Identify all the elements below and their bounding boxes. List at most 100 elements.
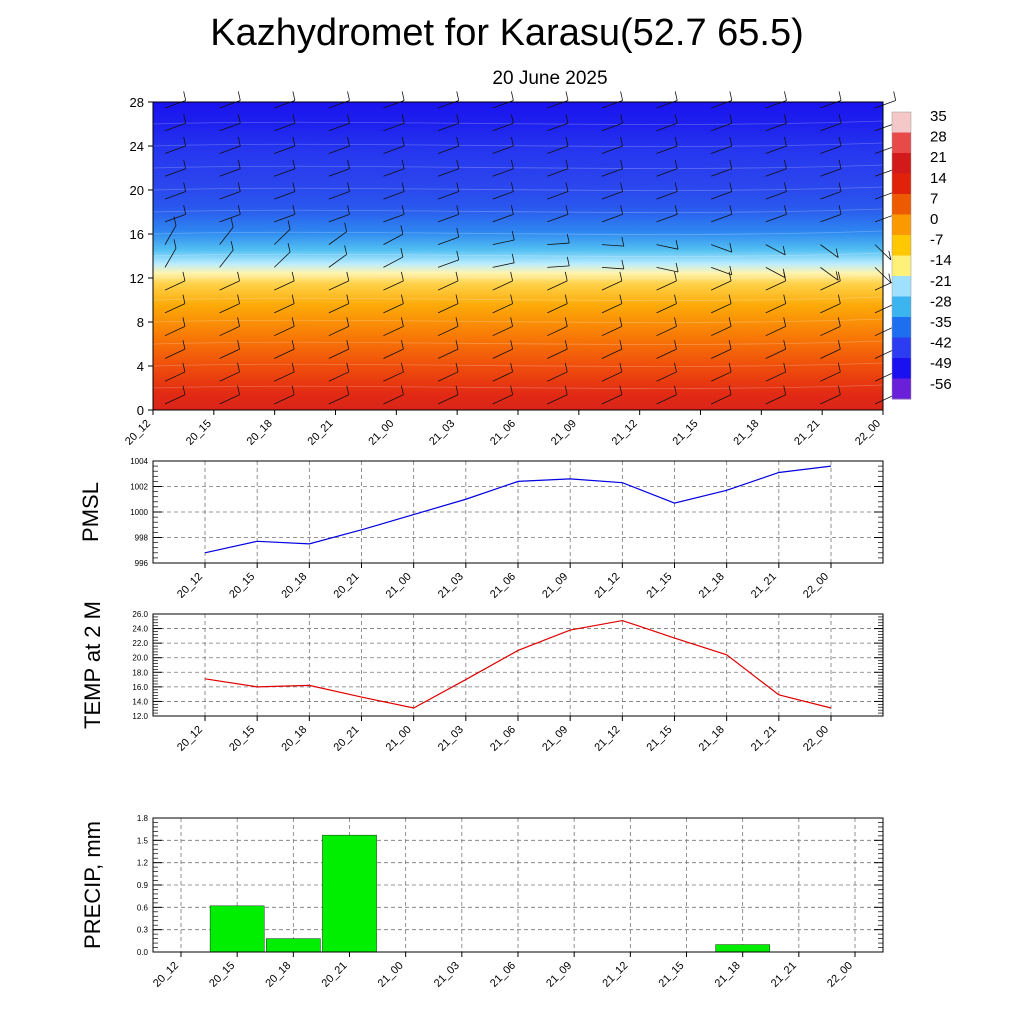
- wind-barb: [274, 394, 295, 405]
- wind-barb-flag: [401, 294, 404, 304]
- precip-bar: [715, 944, 770, 953]
- wind-barb-flag: [347, 91, 350, 101]
- x-tick-label: 21_03: [427, 418, 457, 448]
- wind-barb-flag: [675, 262, 679, 273]
- wind-barb-flag: [564, 362, 568, 373]
- wind-barb-flag: [565, 182, 569, 192]
- wind-barb: [437, 280, 459, 291]
- wind-barb-flag: [784, 91, 787, 101]
- wind-barb-flag: [182, 362, 186, 373]
- x-tick-label: 20_15: [227, 724, 257, 754]
- x-tick-label: 21_09: [549, 418, 579, 448]
- wind-barb: [656, 326, 677, 337]
- x-tick-label: 21_15: [671, 418, 701, 448]
- wind-barb-flag: [783, 385, 787, 395]
- y-tick-label: 1004: [130, 457, 148, 466]
- wind-barb-flag: [182, 294, 186, 304]
- wind-barb: [492, 326, 513, 337]
- wind-barb-flag: [183, 159, 187, 169]
- x-tick-label: 21_06: [488, 724, 518, 754]
- wind-barb: [219, 394, 240, 405]
- wind-barb-flag: [237, 385, 240, 395]
- contour-line: [152, 252, 884, 257]
- wind-barb-flag: [728, 317, 732, 327]
- wind-barb-flag: [510, 114, 514, 124]
- wind-barb: [383, 394, 404, 405]
- wind-barb-flag: [838, 91, 842, 101]
- contour-line: [152, 208, 884, 213]
- wind-barb-flag: [291, 362, 295, 373]
- x-tick-label: 21_12: [592, 724, 622, 754]
- wind-barb: [710, 326, 732, 337]
- wind-barb-flag: [456, 228, 460, 238]
- wind-barb-flag: [510, 205, 514, 215]
- x-tick-label: 21_00: [376, 960, 406, 990]
- wind-barb: [328, 191, 350, 200]
- wind-barb: [710, 348, 732, 359]
- wind-barb: [328, 254, 347, 268]
- wind-barb-flag: [784, 114, 787, 124]
- x-tick-label: 20_21: [332, 571, 362, 601]
- wind-barb-flag: [456, 114, 460, 124]
- wind-barb: [711, 145, 732, 154]
- wind-barb: [383, 256, 404, 268]
- wind-barb: [547, 303, 568, 314]
- wind-barb: [437, 213, 459, 223]
- contour-line: [152, 274, 884, 279]
- wind-barb: [820, 168, 842, 177]
- wind-barb-flag: [619, 340, 623, 350]
- wind-barb-flag: [346, 294, 350, 304]
- wind-barb-flag: [183, 182, 187, 192]
- x-tick-label: 21_09: [540, 724, 570, 754]
- wind-barb: [820, 326, 841, 337]
- wind-barb-flag: [237, 182, 241, 192]
- wind-barb-flag: [893, 91, 897, 101]
- y-tick-label: 1000: [130, 508, 148, 517]
- wind-barb: [656, 191, 678, 200]
- wind-barb-flag: [620, 182, 623, 192]
- x-tick-label: 22_00: [853, 418, 883, 448]
- colorbar-label: -35: [930, 314, 952, 331]
- wind-barb-flag: [564, 317, 568, 327]
- wind-barb-flag: [566, 256, 570, 266]
- wind-barb: [601, 122, 623, 132]
- wind-barb-flag: [401, 205, 405, 215]
- x-tick-label: 20_15: [207, 960, 237, 990]
- wind-barb-flag: [621, 237, 625, 247]
- x-tick-label: 20_21: [320, 960, 350, 990]
- wind-barb: [492, 280, 513, 291]
- wind-barb-flag: [620, 136, 623, 147]
- wind-barb: [820, 145, 842, 154]
- wind-barb: [601, 303, 623, 314]
- wind-barb: [383, 168, 405, 177]
- wind-barb-flag: [400, 247, 404, 258]
- wind-barb-flag: [838, 205, 842, 215]
- wind-barb: [274, 303, 295, 314]
- wind-barb-flag: [347, 159, 350, 169]
- x-tick-label: 21_00: [384, 724, 414, 754]
- x-tick-label: 21_06: [488, 571, 518, 601]
- wind-barb-flag: [620, 205, 623, 215]
- wind-barb-flag: [173, 239, 177, 249]
- contour-line: [152, 142, 884, 147]
- wind-barb-flag: [455, 271, 459, 281]
- wind-barb-flag: [729, 205, 733, 215]
- wind-barb: [874, 394, 896, 405]
- x-tick-label: 21_18: [697, 724, 727, 754]
- y-tick-label: 28: [130, 95, 144, 110]
- wind-barb-flag: [837, 317, 841, 327]
- x-tick-label: 22_00: [801, 724, 831, 754]
- wind-barb-flag: [674, 136, 678, 147]
- wind-barb: [656, 244, 679, 250]
- wind-barb-flag: [838, 114, 842, 124]
- wind-barb-flag: [565, 114, 569, 124]
- wind-barb: [547, 265, 570, 268]
- wind-barb: [492, 239, 515, 246]
- wind-barb-flag: [782, 245, 786, 256]
- wind-barb: [328, 371, 349, 382]
- wind-barb: [711, 213, 732, 223]
- wind-barb: [820, 371, 841, 382]
- wind-barb-flag: [835, 248, 839, 258]
- wind-barb-flag: [674, 182, 678, 192]
- wind-barb: [164, 248, 177, 268]
